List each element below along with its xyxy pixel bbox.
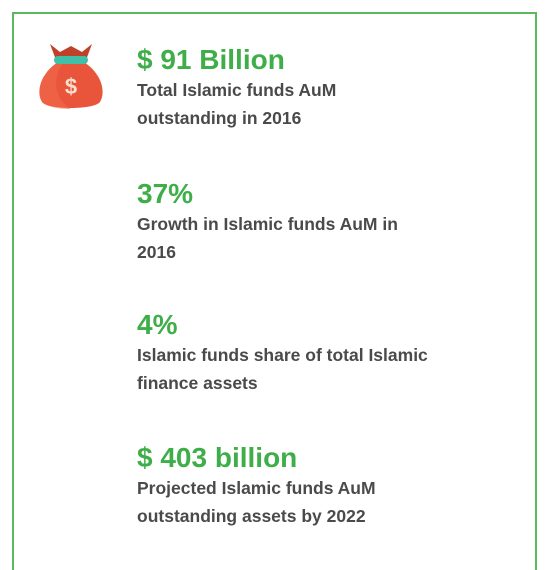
stat-block: $ 91 Billion Total Islamic funds AuM outst… bbox=[137, 44, 336, 132]
stat-description: Growth in Islamic funds AuM in bbox=[137, 214, 398, 234]
stat-value: 37% bbox=[137, 178, 194, 209]
frame bbox=[12, 12, 537, 570]
money-bag-icon: $ bbox=[39, 44, 103, 109]
icon-symbol: $ bbox=[65, 74, 77, 99]
stat-block: $ 403 billion Projected Islamic funds AuM… bbox=[137, 442, 376, 530]
stat-value: $ 91 Billion bbox=[137, 44, 285, 75]
stat-block: 4% Islamic funds share of total Islamic fi… bbox=[137, 309, 428, 397]
stat-value: 4% bbox=[137, 309, 178, 340]
stat-description: 2016 bbox=[137, 242, 176, 262]
stat-block: 37% Growth in Islamic funds AuM in 2016 bbox=[137, 178, 398, 266]
stat-description: Projected Islamic funds AuM bbox=[137, 478, 376, 498]
stat-description: finance assets bbox=[137, 373, 258, 393]
stat-description: outstanding assets by 2022 bbox=[137, 506, 366, 526]
stat-description: Islamic funds share of total Islamic bbox=[137, 345, 428, 365]
stat-description: Total Islamic funds AuM bbox=[137, 80, 337, 100]
stat-value: $ 403 billion bbox=[137, 442, 298, 473]
stat-description: outstanding in 2016 bbox=[137, 108, 302, 128]
